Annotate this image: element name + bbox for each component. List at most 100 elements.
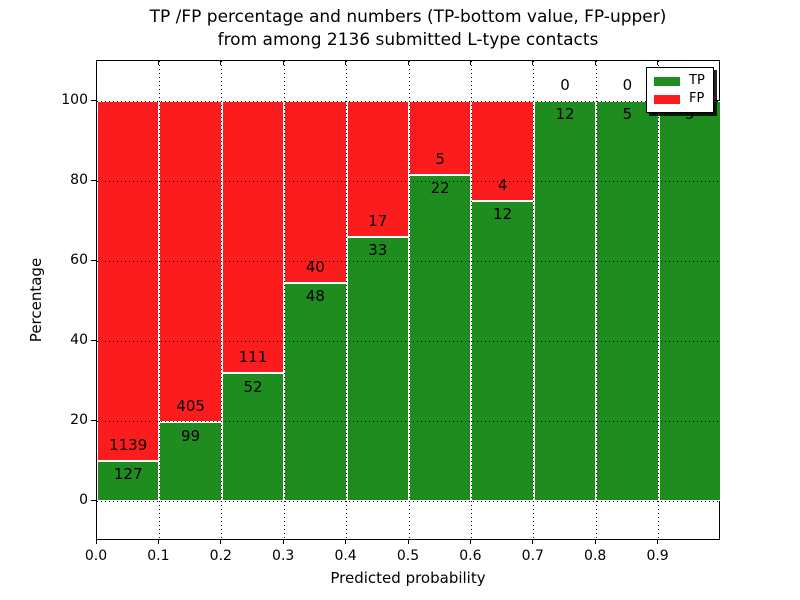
x-tick-label: 0.9: [646, 548, 669, 564]
x-tick-label: 0.0: [84, 548, 108, 564]
fp-count-label: 405: [176, 397, 205, 416]
x-tick-label: 0.6: [459, 548, 482, 564]
x-tick-mark-top: [469, 61, 471, 65]
y-tick-label: 60: [70, 252, 88, 268]
bar-segment-tp: [346, 237, 409, 501]
x-tick-mark: [657, 540, 659, 544]
fp-count-label: 5: [435, 150, 445, 169]
x-tick-mark-top: [95, 61, 97, 65]
gridline-vertical: [470, 61, 472, 539]
tp-count-label: 33: [368, 241, 388, 260]
x-tick-mark: [594, 540, 596, 544]
tp-count-label: 22: [430, 179, 450, 198]
gridline-vertical: [346, 61, 348, 539]
y-tick-label: 100: [61, 92, 88, 108]
y-tick-mark: [91, 499, 96, 501]
fp-count-label: 1139: [109, 435, 148, 454]
fp-count-label: 0: [560, 76, 570, 94]
y-tick-mark: [91, 259, 96, 261]
fp-count-label: 4: [497, 176, 508, 194]
legend-item-tp: TP: [654, 74, 706, 88]
tp-count-label: 48: [305, 287, 325, 306]
x-tick-mark-top: [220, 61, 222, 65]
bar-segment-fp: [159, 101, 222, 423]
y-tick-mark-right: [714, 99, 719, 101]
bar-segment-tp: [596, 101, 659, 501]
y-tick-mark: [91, 419, 96, 421]
x-tick-mark: [220, 540, 222, 544]
tp-count-label: 99: [181, 426, 201, 445]
chart-title: TP /FP percentage and numbers (TP-bottom…: [96, 6, 720, 52]
y-tick-label: 20: [70, 412, 88, 428]
bar-segment-fp: [97, 101, 160, 461]
x-tick-mark-top: [157, 61, 159, 65]
legend-swatch-tp: [654, 76, 680, 86]
gridline-vertical: [158, 61, 160, 539]
tp-count-label: 52: [243, 377, 263, 396]
x-tick-mark-top: [345, 61, 347, 65]
x-tick-label: 0.7: [521, 548, 544, 564]
y-tick-mark: [91, 339, 96, 341]
gridline-horizontal: [97, 420, 719, 422]
bar-segment-tp: [284, 282, 347, 501]
bar-segment-tp: [221, 373, 285, 501]
legend-label: FP: [689, 91, 705, 106]
gridline-vertical: [283, 61, 285, 539]
gridline-horizontal: [97, 100, 719, 102]
x-tick-label: 0.5: [396, 548, 420, 564]
x-tick-label: 0.3: [272, 548, 295, 564]
gridline-horizontal: [97, 500, 719, 502]
x-tick-label: 0.4: [334, 548, 357, 564]
plot-area: TP FP 1139 127 405 99 111 52 40 48 17 33 5 22 4 12 0 12 0…: [96, 60, 721, 540]
gridline-horizontal: [97, 340, 719, 342]
x-tick-mark-top: [532, 61, 534, 65]
y-tick-label: 40: [70, 332, 88, 348]
tp-count-label: 5: [622, 105, 633, 124]
bar-segment-tp: [409, 175, 472, 501]
x-tick-mark: [282, 540, 284, 544]
legend-label: TP: [689, 73, 705, 88]
chart-title-line2: from among 2136 submitted L-type contact…: [217, 30, 599, 50]
bar-segment-tp: [159, 422, 222, 501]
x-axis-label: Predicted probability: [330, 569, 486, 587]
tp-count-label: 12: [493, 205, 513, 224]
gridline-vertical: [595, 61, 597, 539]
tp-count-label: 12: [555, 105, 575, 124]
legend-swatch-fp: [654, 94, 680, 104]
x-tick-mark: [157, 540, 159, 544]
gridline-vertical: [533, 61, 535, 539]
x-tick-mark: [345, 540, 347, 544]
bar-segment-fp: [221, 101, 285, 374]
x-tick-mark: [469, 540, 471, 544]
x-tick-label: 0.1: [147, 548, 170, 564]
fp-count-label: 40: [305, 257, 325, 276]
bar-segment-fp: [346, 101, 409, 237]
gridline-vertical: [221, 61, 223, 539]
gridline-vertical: [408, 61, 410, 539]
bar-segment-fp: [409, 101, 472, 176]
y-tick-mark: [91, 99, 96, 101]
x-tick-mark: [532, 540, 534, 544]
gridline-vertical: [658, 61, 660, 539]
x-tick-label: 0.8: [584, 548, 607, 564]
bar-segment-tp: [658, 101, 721, 501]
x-tick-mark-top: [594, 61, 596, 65]
x-tick-mark-top: [407, 61, 409, 65]
bar-segment-tp: [533, 101, 597, 501]
x-tick-mark-top: [657, 61, 659, 65]
tp-count-label: 5: [685, 105, 695, 124]
bar-segment-tp: [97, 460, 160, 501]
y-tick-mark: [91, 179, 96, 181]
fp-count-label: 111: [238, 348, 268, 367]
x-tick-label: 0.2: [209, 548, 232, 564]
legend: TP FP: [646, 67, 714, 113]
x-tick-mark-top: [282, 61, 284, 65]
tp-count-label: 127: [113, 465, 143, 484]
chart-title-line1: TP /FP percentage and numbers (TP-bottom…: [149, 7, 667, 27]
legend-item-fp: FP: [654, 92, 706, 106]
x-tick-mark: [407, 540, 409, 544]
gridline-horizontal: [97, 180, 719, 182]
y-axis-label: Percentage: [27, 257, 45, 343]
gridline-horizontal: [97, 260, 719, 262]
